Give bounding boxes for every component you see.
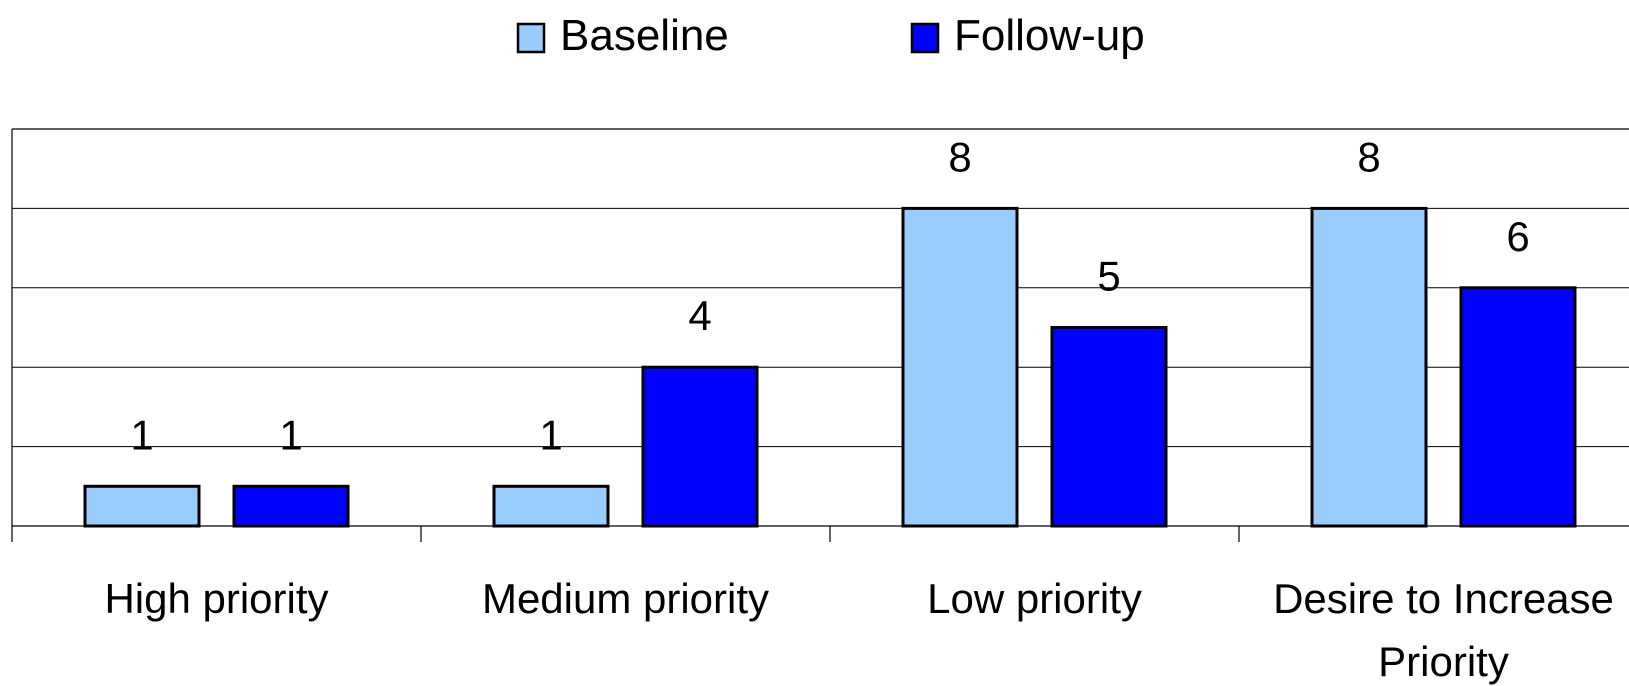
bars xyxy=(83,206,1577,528)
data-label-follow-up-high-priority: 1 xyxy=(279,411,302,458)
data-label-follow-up-desire-to-increase-priority: 6 xyxy=(1506,213,1529,260)
bar-baseline-medium-priority xyxy=(492,484,610,528)
legend-swatch-follow-up xyxy=(910,22,940,54)
bar-follow-up-low-priority xyxy=(1050,326,1168,528)
data-label-baseline-low-priority: 8 xyxy=(948,133,971,180)
category-label-medium-priority: Medium priority xyxy=(482,575,769,622)
legend-label-baseline: Baseline xyxy=(560,11,729,60)
category-labels: High priority Medium priority Low priority… xyxy=(104,575,1613,685)
bar-follow-up-medium-priority xyxy=(641,365,759,528)
category-label-low-priority: Low priority xyxy=(927,575,1142,622)
data-label-follow-up-low-priority: 5 xyxy=(1097,253,1120,300)
legend-swatch-baseline xyxy=(516,22,546,54)
bar-baseline-desire-to-increase-priority xyxy=(1310,206,1428,528)
bar-follow-up-desire-to-increase-priority xyxy=(1459,286,1577,528)
bar-follow-up-high-priority xyxy=(232,484,350,528)
data-label-follow-up-medium-priority: 4 xyxy=(688,292,711,339)
legend-label-follow-up: Follow-up xyxy=(954,11,1145,60)
data-label-baseline-medium-priority: 1 xyxy=(539,411,562,458)
data-labels: 1 1 8 8 1 4 5 6 xyxy=(130,133,1529,458)
bar-baseline-low-priority xyxy=(901,206,1019,528)
data-label-baseline-high-priority: 1 xyxy=(130,411,153,458)
x-axis xyxy=(12,525,1629,542)
category-label-desire-to-increase-priority: Desire to Increase Priority xyxy=(1273,575,1614,685)
gridlines xyxy=(11,128,1629,542)
bar-baseline-high-priority xyxy=(83,484,201,528)
legend: Baseline Follow-up xyxy=(516,11,1145,60)
data-label-baseline-desire-to-increase-priority: 8 xyxy=(1357,133,1380,180)
category-label-high-priority: High priority xyxy=(104,575,328,622)
